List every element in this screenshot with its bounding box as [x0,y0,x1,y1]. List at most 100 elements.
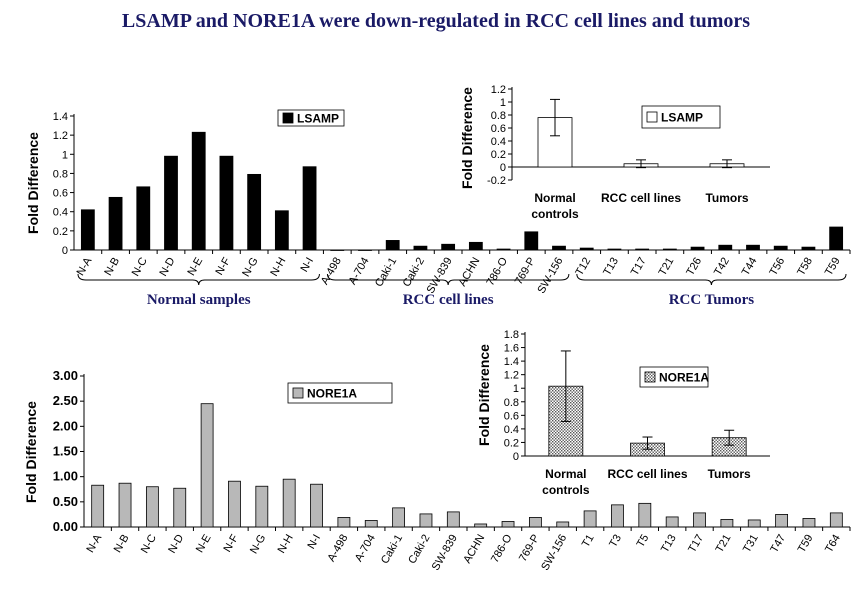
y-tick-label: 3.00 [53,368,78,383]
bar [364,520,378,528]
x-tick-label: N-D [157,255,177,278]
bar [690,246,705,251]
y-tick-label: 0.8 [53,168,68,180]
x-tick-label: Caki-2 [401,256,427,290]
lsamp-inset-chart: -0.200.20.40.60.811.2 Fold Difference Norm… [459,84,770,221]
y-tick-label: 0.4 [53,207,68,219]
bar [747,519,761,528]
bar [693,512,706,528]
x-tick-label: N-E [185,256,205,278]
legend-box [277,109,345,127]
x-tick-label: T58 [795,256,815,278]
x-tick-label: N-F [222,532,242,554]
x-tick-label: 769-P [517,533,542,564]
bar [720,519,734,528]
group-brace [77,273,320,286]
y-tick-label: 0.6 [491,123,506,135]
bar [337,517,351,528]
bar [358,249,372,251]
bar [746,244,760,251]
x-tick-label: ACHN [456,255,482,288]
x-tick-label: N-A [84,532,104,555]
x-tick-label: N-G [240,256,260,279]
y-tick-label: 1.2 [53,130,68,142]
bar [228,480,241,528]
bar [829,226,844,251]
bar [446,511,460,528]
x-tick-label: A-498 [319,256,344,287]
y-tick-label: 0.6 [53,188,68,200]
bar [145,486,159,528]
bar [583,510,597,528]
x-tick-label: N-B [102,256,122,278]
y-tick-label: 0.6 [504,410,519,422]
bar [501,521,515,528]
bar [528,517,542,528]
bar [802,518,816,528]
x-tick-label: T1 [580,533,597,550]
x-tick-label: N-I [298,256,316,275]
x-tick-label: A-704 [347,256,372,287]
x-tick-label: Normal [545,467,586,481]
bar [200,403,214,528]
bar [274,210,289,251]
x-tick-label: N-G [248,533,268,556]
y-tick-label: 0.8 [504,397,519,409]
group-brace [326,273,570,286]
x-tick-label: T13 [659,533,679,555]
bar [191,131,206,251]
x-tick-label: T47 [768,533,788,555]
bar [829,512,843,528]
x-tick-label: N-C [130,255,150,278]
x-tick-label: A-498 [325,533,350,564]
y-tick-label: 0.4 [504,424,519,436]
bar [665,516,679,528]
bar [247,173,262,251]
bar [474,523,488,528]
x-tick-label: T21 [657,256,677,278]
x-tick-label: ACHN [461,532,487,565]
x-tick-label: N-I [305,533,323,552]
x-tick-label: T59 [796,533,816,555]
y-tick-label: 0 [500,162,506,174]
y-axis-label: Fold Difference [23,401,39,503]
y-tick-label: -0.2 [487,175,506,187]
y-tick-label: 2.50 [53,393,78,408]
x-tick-label: Tumors [705,191,748,205]
x-tick-label: T17 [629,256,649,278]
bar [282,478,296,528]
bar [164,155,178,251]
bar [385,240,400,251]
group-label: Normal samples [147,292,251,308]
x-tick-label: Tumors [708,467,751,481]
bar [330,249,345,251]
bar [556,521,570,528]
legend-swatch [644,371,656,383]
bar [468,241,483,251]
bar [496,248,511,251]
y-tick-label: 1.4 [504,356,519,368]
legend-swatch [646,111,658,123]
y-tick-label: 0.2 [53,226,68,238]
y-axis-label: Fold Difference [25,132,41,234]
figure-title: LSAMP and NORE1A were down-regulated in … [122,10,750,32]
y-tick-label: 1 [62,149,68,161]
x-tick-label: SW-839 [430,533,460,573]
x-tick-label: N-D [166,532,186,555]
bar [579,247,594,251]
x-tick-label: T21 [714,533,734,555]
x-tick-label: T3 [607,533,624,550]
x-tick-label: 786-O [484,255,510,288]
y-tick-label: 0.8 [491,110,506,122]
x-tick-label: T17 [686,533,706,555]
legend-label: NORE1A [307,387,357,401]
legend: LSAMP [277,109,345,127]
bar [801,246,816,251]
y-tick-label: 1 [513,383,519,395]
legend-swatch [292,387,304,399]
x-tick-label: T13 [601,256,621,278]
legend-box [641,105,721,129]
x-tick-label: RCC cell lines [601,191,681,205]
